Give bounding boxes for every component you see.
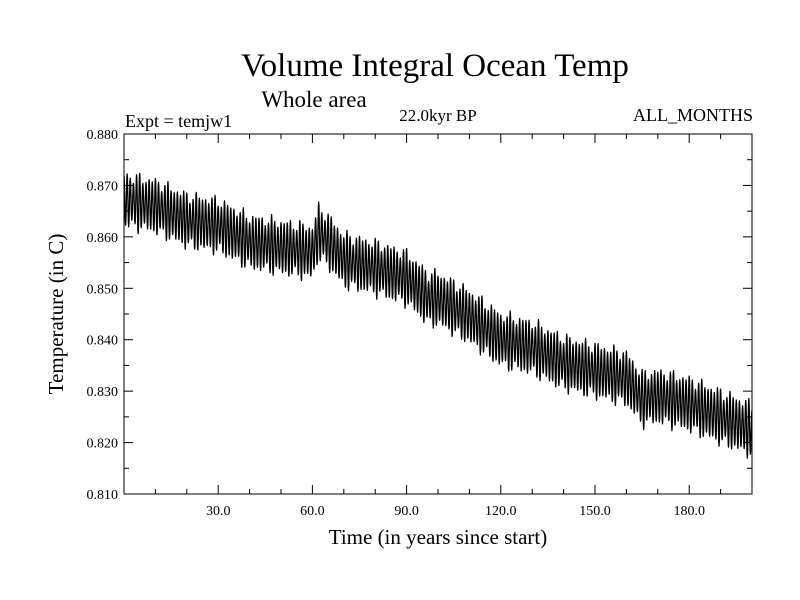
x-tick-label: 120.0	[485, 504, 517, 519]
period-label: 22.0kyr BP	[399, 106, 476, 125]
x-tick-label: 150.0	[579, 504, 611, 519]
y-tick-label: 0.880	[87, 128, 119, 143]
series-line-group	[123, 172, 753, 459]
y-tick-label: 0.830	[87, 385, 119, 400]
x-axis-label: Time (in years since start)	[329, 525, 548, 549]
y-tick-label: 0.850	[87, 282, 119, 297]
y-tick-label: 0.860	[87, 231, 119, 246]
y-tick-label: 0.840	[87, 334, 119, 349]
chart-subtitle: Whole area	[261, 87, 366, 112]
x-tick-label: 30.0	[206, 504, 231, 519]
months-label: ALL_MONTHS	[633, 105, 753, 125]
axis-ticks-group: 30.0 60.0 90.0 120.0 150.0 180.0 0.810 0.820 0.8…	[87, 128, 752, 519]
y-tick-label: 0.870	[87, 179, 119, 194]
y-axis-label: Temperature (in C)	[44, 234, 68, 395]
x-tick-label: 180.0	[673, 504, 705, 519]
plot-frame	[123, 133, 753, 495]
chart-title: Volume Integral Ocean Temp	[241, 48, 629, 84]
series-line	[123, 172, 753, 459]
x-tick-label: 60.0	[300, 504, 325, 519]
experiment-label: Expt = temjw1	[125, 111, 232, 131]
x-tick-label: 90.0	[394, 504, 419, 519]
y-tick-label: 0.810	[87, 488, 119, 503]
y-tick-label: 0.820	[87, 437, 119, 452]
